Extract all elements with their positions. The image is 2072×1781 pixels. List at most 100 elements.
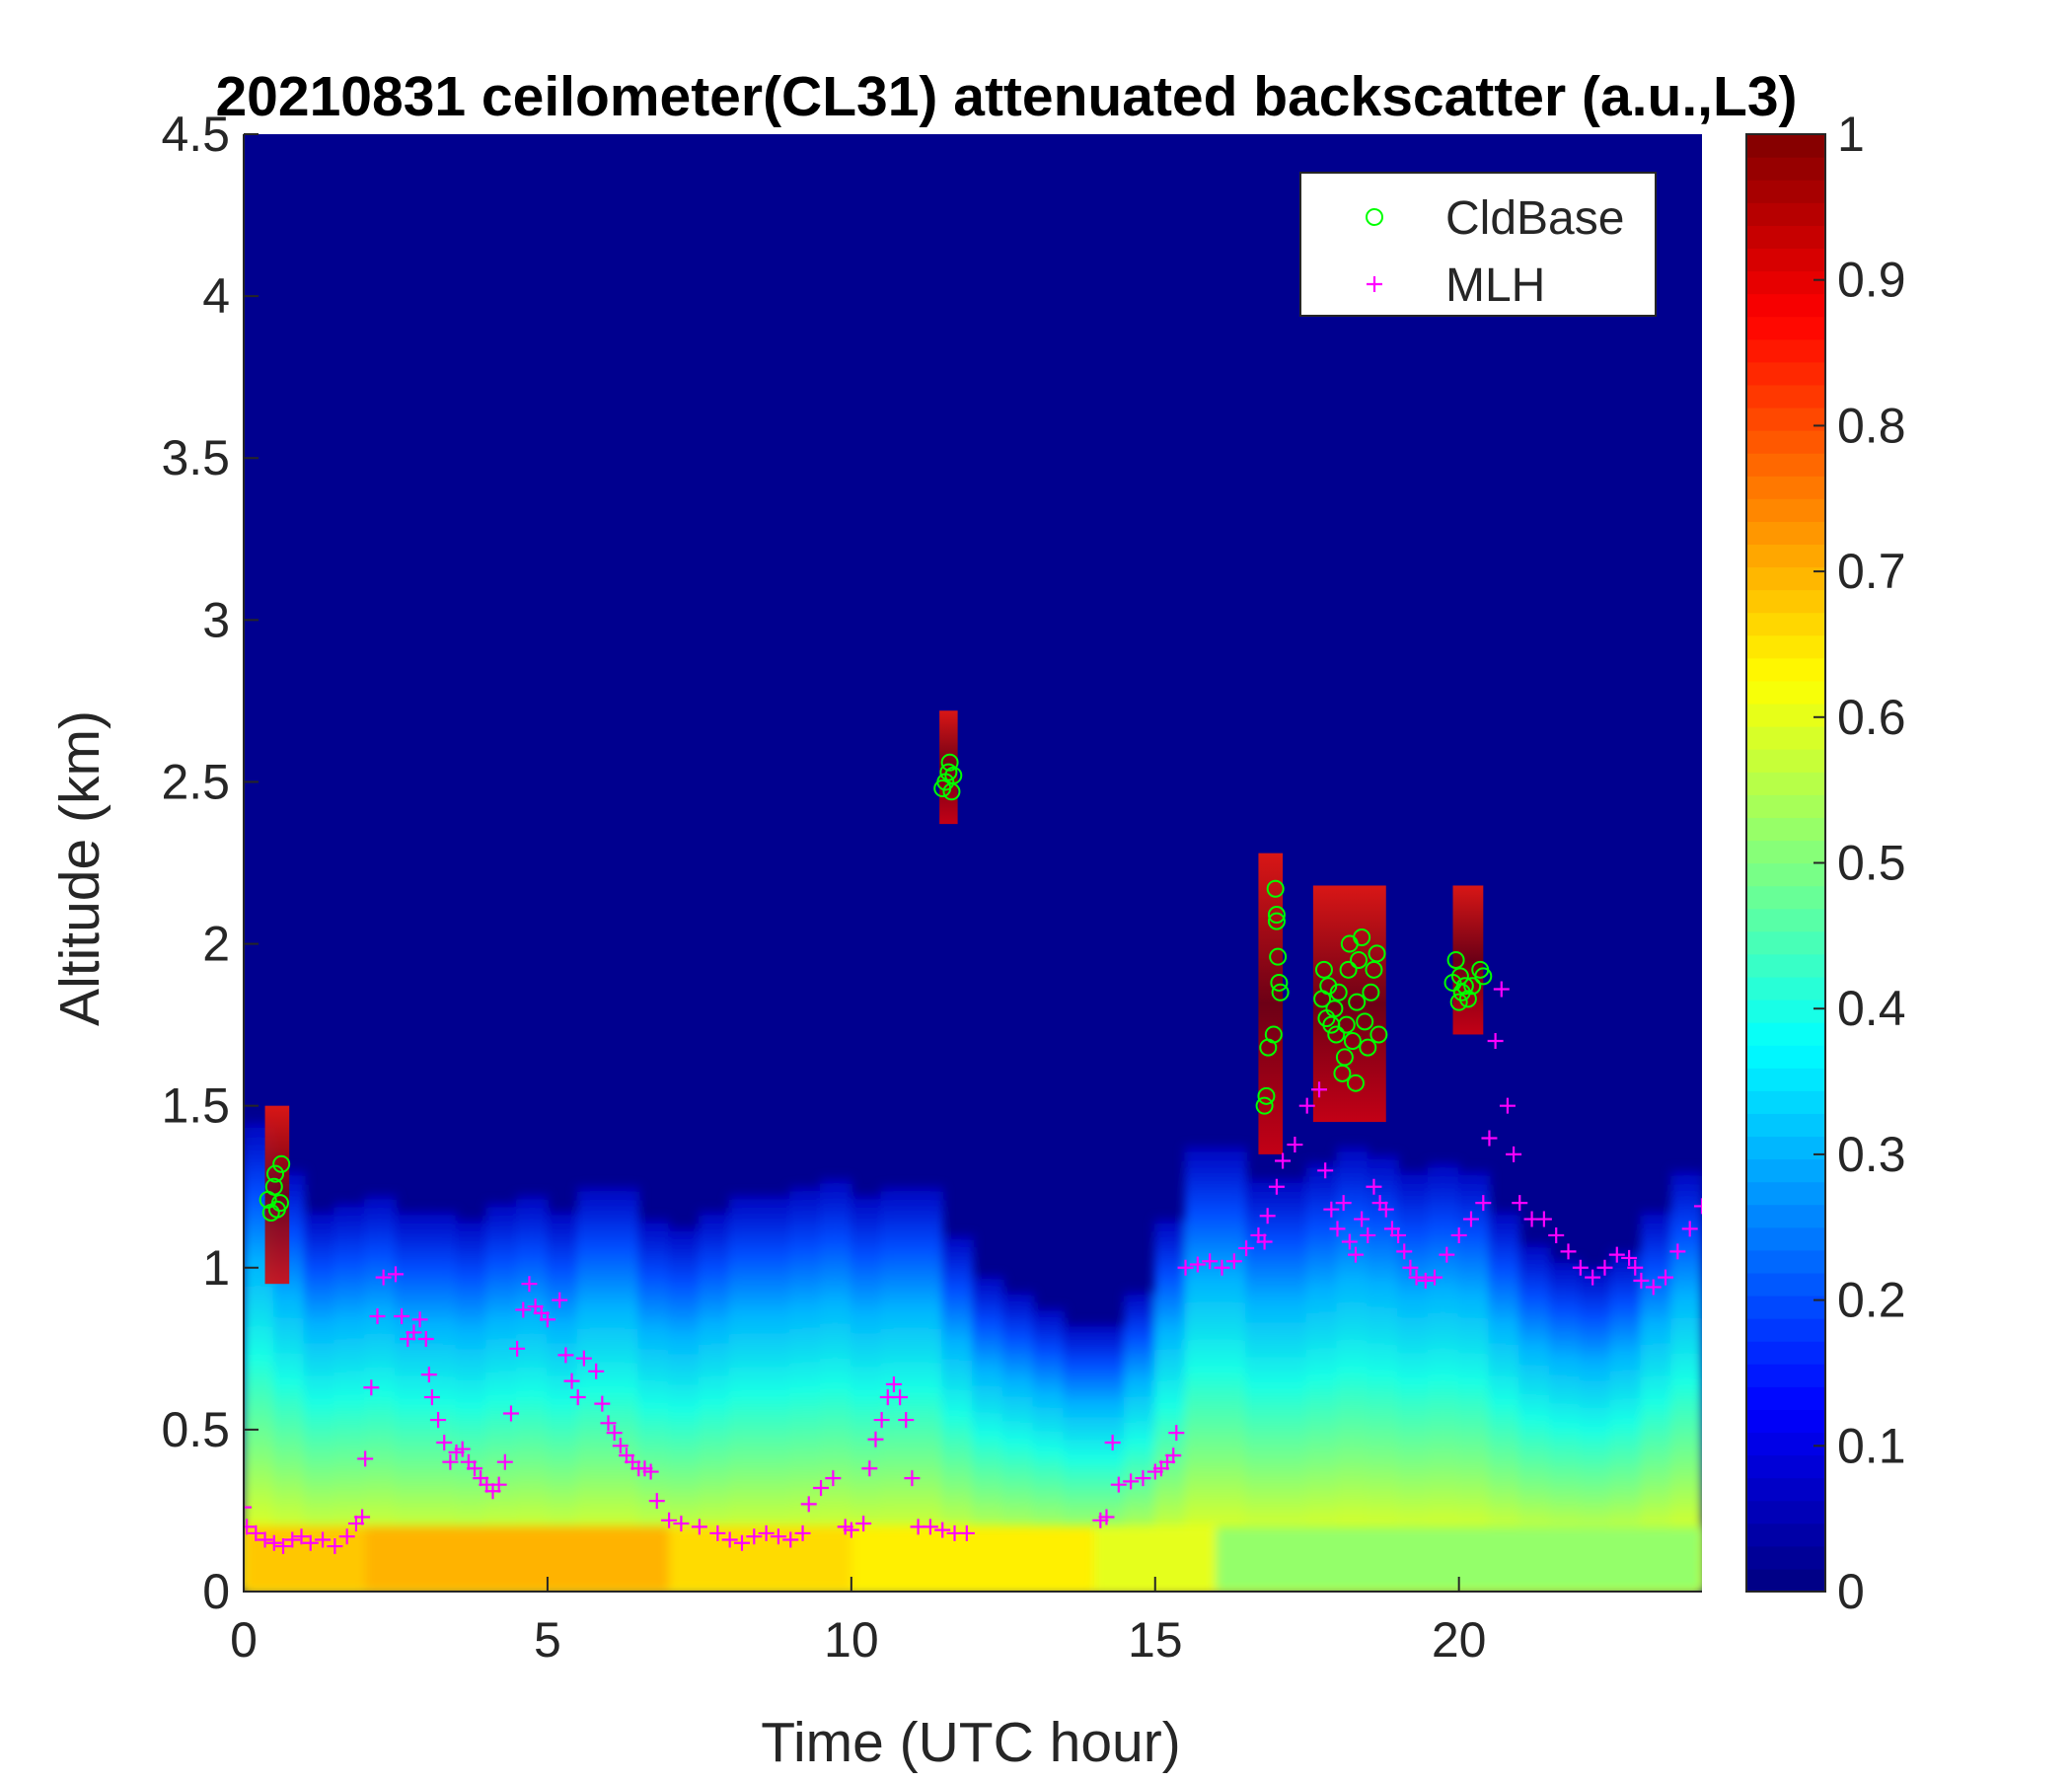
colorbar-tick-label: 0.1 [1837,1418,1906,1473]
colorbar-cell [1746,1272,1825,1297]
colorbar-cell [1746,338,1825,363]
backscatter-column [1184,1146,1218,1592]
cldbase-marker [1353,928,1371,946]
mlh-marker [1585,1269,1601,1286]
mlh-marker [1366,1178,1382,1195]
mlh-marker [1506,1146,1522,1162]
mlh-marker [509,1340,526,1357]
colorbar-cell [1746,589,1825,614]
mlh-marker [1225,1253,1242,1270]
colorbar-cell [1746,430,1825,454]
colorbar-cell [1746,1454,1825,1479]
backscatter-column [728,1194,762,1592]
cldbase-marker [1337,1015,1356,1034]
mlh-marker [1560,1243,1577,1260]
legend: CldBase MLH [1299,172,1657,317]
y-tick-label: 0.5 [161,1402,230,1457]
mlh-marker [539,1311,555,1328]
cldbase-marker [1356,1012,1374,1031]
mlh-marker [922,1519,938,1535]
mlh-marker [1669,1243,1686,1260]
backscatter-column [880,1186,914,1592]
mlh-marker [1360,1226,1376,1243]
x-tick-label: 20 [1432,1612,1487,1668]
colorbar-tick-label: 0.7 [1837,544,1906,599]
colorbar-cell [1746,1249,1825,1274]
legend-box [1299,172,1657,317]
mlh-marker [1548,1226,1565,1243]
mlh-marker [496,1453,513,1470]
colorbar-cell [1746,270,1825,295]
cldbase-marker [1463,977,1482,996]
mlh-marker [1110,1476,1127,1493]
mlh-marker [1621,1249,1638,1266]
chart-title: 20210831 ceilometer(CL31) attenuated bac… [215,65,1797,128]
mlh-marker [387,1266,404,1283]
cldbase-marker [1474,967,1493,986]
mlh-marker [1189,1256,1206,1273]
colorbar-cell [1746,566,1825,591]
mlh-marker [1627,1259,1644,1276]
mlh-marker [612,1438,629,1454]
colorbar-cell [1746,1090,1825,1114]
mlh-marker [934,1521,951,1538]
mlh-marker [1329,1221,1346,1237]
colorbar-cell [1746,862,1825,887]
cldbase-marker [1271,983,1290,1002]
cldbase-marker [939,763,958,781]
colorbar-cell [1746,817,1825,842]
colorbar-cell [1746,772,1825,795]
mlh-marker [563,1373,580,1389]
colorbar-cell [1746,1341,1825,1365]
mlh-marker [502,1405,519,1422]
mlh-marker [248,1524,264,1541]
colorbar-cell [1746,999,1825,1023]
mlh-marker [1202,1253,1219,1270]
colorbar-cell [1746,1545,1825,1570]
mlh-marker [1135,1470,1151,1487]
mlh-marker [1681,1221,1698,1237]
backscatter-field [244,710,1702,1592]
mlh-marker [1104,1435,1121,1451]
colorbar-cell [1746,794,1825,818]
colorbar-cell [1746,840,1825,864]
mlh-marker [521,1276,538,1293]
colorbar-cell [1746,476,1825,499]
colorbar-cell [1746,293,1825,318]
mlh-marker [1335,1195,1352,1212]
plot-area [244,134,1702,1592]
mlh-marker [594,1395,611,1412]
mlh-marker [490,1476,507,1493]
colorbar-cell [1746,703,1825,727]
colorbar-cell [1746,908,1825,932]
mlh-marker [1317,1162,1334,1179]
cldbase-marker [1446,950,1465,969]
y-tick-label: 2.5 [161,754,230,809]
y-tick-label: 1.5 [161,1078,230,1134]
surface-layer [244,1526,1702,1592]
colorbar-tick-label: 0.9 [1837,253,1906,308]
colorbar-cell [1746,1432,1825,1456]
colorbar-cell [1746,726,1825,750]
cldbase-marker [1362,983,1380,1002]
mlh-marker [515,1301,532,1318]
mlh-marker [1238,1240,1255,1257]
mlh-marker [1608,1246,1625,1263]
backscatter-column [759,1194,792,1592]
mlh-marker [855,1516,872,1532]
mlh-marker [813,1479,830,1496]
y-tick-label: 4 [202,268,230,324]
marker-layer [244,753,1702,1555]
x-tick-label: 10 [824,1612,879,1668]
cldbase-marker [272,1154,291,1173]
cldbase-marker [1369,1025,1388,1044]
cldbase-marker [1359,1038,1377,1057]
mlh-marker [733,1534,750,1551]
x-tick-label: 0 [230,1612,258,1668]
backscatter-column [1367,1153,1400,1592]
colorbar-cell [1746,885,1825,910]
mlh-marker [825,1470,842,1487]
mlh-marker [600,1415,617,1432]
backscatter-column [1457,1170,1491,1592]
mlh-marker [420,1367,437,1383]
